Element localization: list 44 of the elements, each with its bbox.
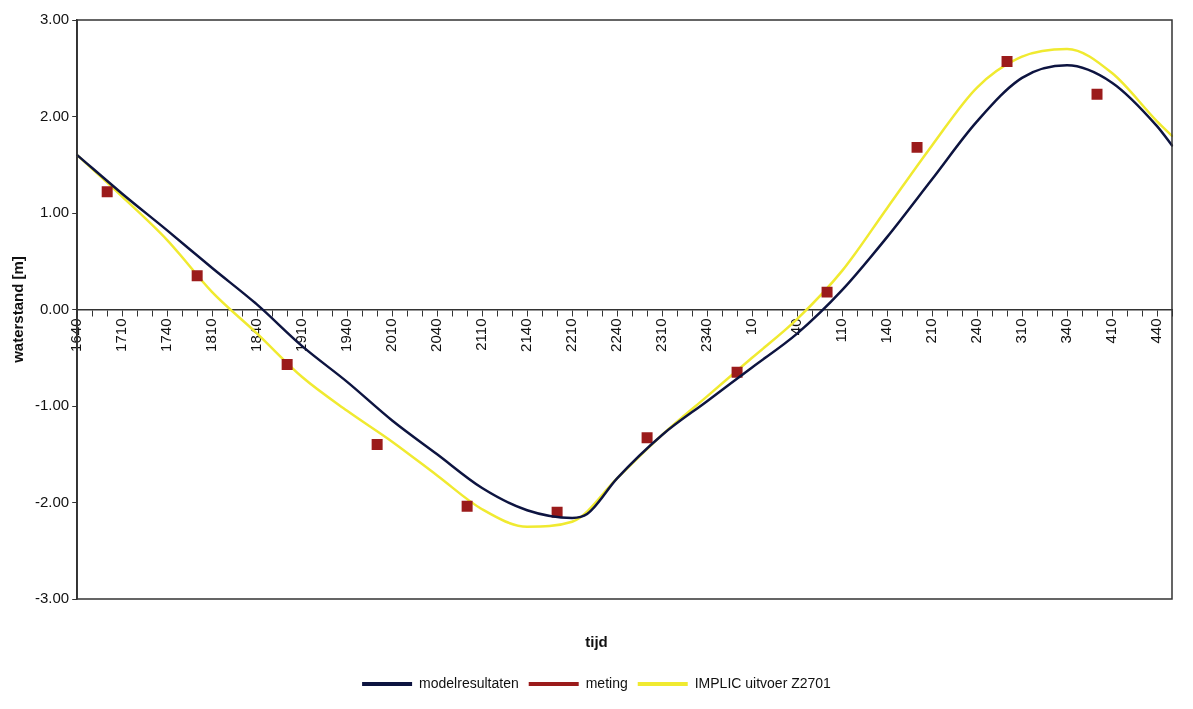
x-tick-label: 210 (922, 318, 940, 344)
point (371, 439, 383, 451)
x-tick-label: 440 (1147, 318, 1165, 344)
y-tick-label: -3.00 (34, 589, 70, 607)
x-tick-label: 2110 (472, 318, 490, 351)
y-tick-label: -1.00 (34, 396, 70, 414)
legend-label: IMPLIC uitvoer Z2701 (694, 674, 832, 691)
point (101, 186, 113, 198)
x-axis-title: tijd (585, 632, 608, 650)
y-tick-label: 3.00 (39, 10, 70, 28)
point (821, 286, 833, 298)
x-tick-label: 2310 (652, 318, 670, 352)
y-axis-title: waterstand [m] (9, 256, 27, 364)
legend-label: meting (585, 674, 628, 691)
x-tick-label: 1940 (337, 318, 355, 352)
x-tick-label: 340 (1057, 318, 1075, 344)
x-tick-label: 2240 (607, 318, 625, 352)
point (461, 500, 473, 512)
point (641, 432, 653, 444)
y-tick-label: -2.00 (34, 492, 70, 510)
point (731, 366, 743, 378)
point (911, 141, 923, 153)
point (1091, 88, 1103, 100)
point (191, 270, 203, 282)
point (1001, 56, 1013, 67)
x-tick-label: 10 (742, 318, 760, 336)
y-tick-label: 2.00 (39, 106, 70, 124)
x-tick-label: 1810 (202, 318, 220, 352)
x-tick-label: 410 (1102, 318, 1120, 344)
x-tick-label: 1710 (112, 318, 130, 352)
x-tick-label: 1740 (157, 318, 175, 352)
x-tick-label: 2340 (697, 318, 715, 352)
x-tick-label: 140 (877, 318, 895, 344)
x-tick-label: 2140 (517, 318, 535, 352)
x-tick-label: 2010 (382, 318, 400, 352)
x-tick-label: 310 (1012, 318, 1030, 344)
x-tick-label: 2040 (427, 318, 445, 352)
x-tick-label: 240 (967, 318, 985, 344)
legend-label: modelresultaten (419, 674, 519, 691)
point (281, 359, 293, 370)
x-tick-label: 110 (832, 318, 850, 343)
x-tick-label: 2210 (562, 318, 580, 352)
y-tick-label: 1.00 (39, 203, 70, 221)
y-tick-label: 0.00 (39, 299, 70, 317)
